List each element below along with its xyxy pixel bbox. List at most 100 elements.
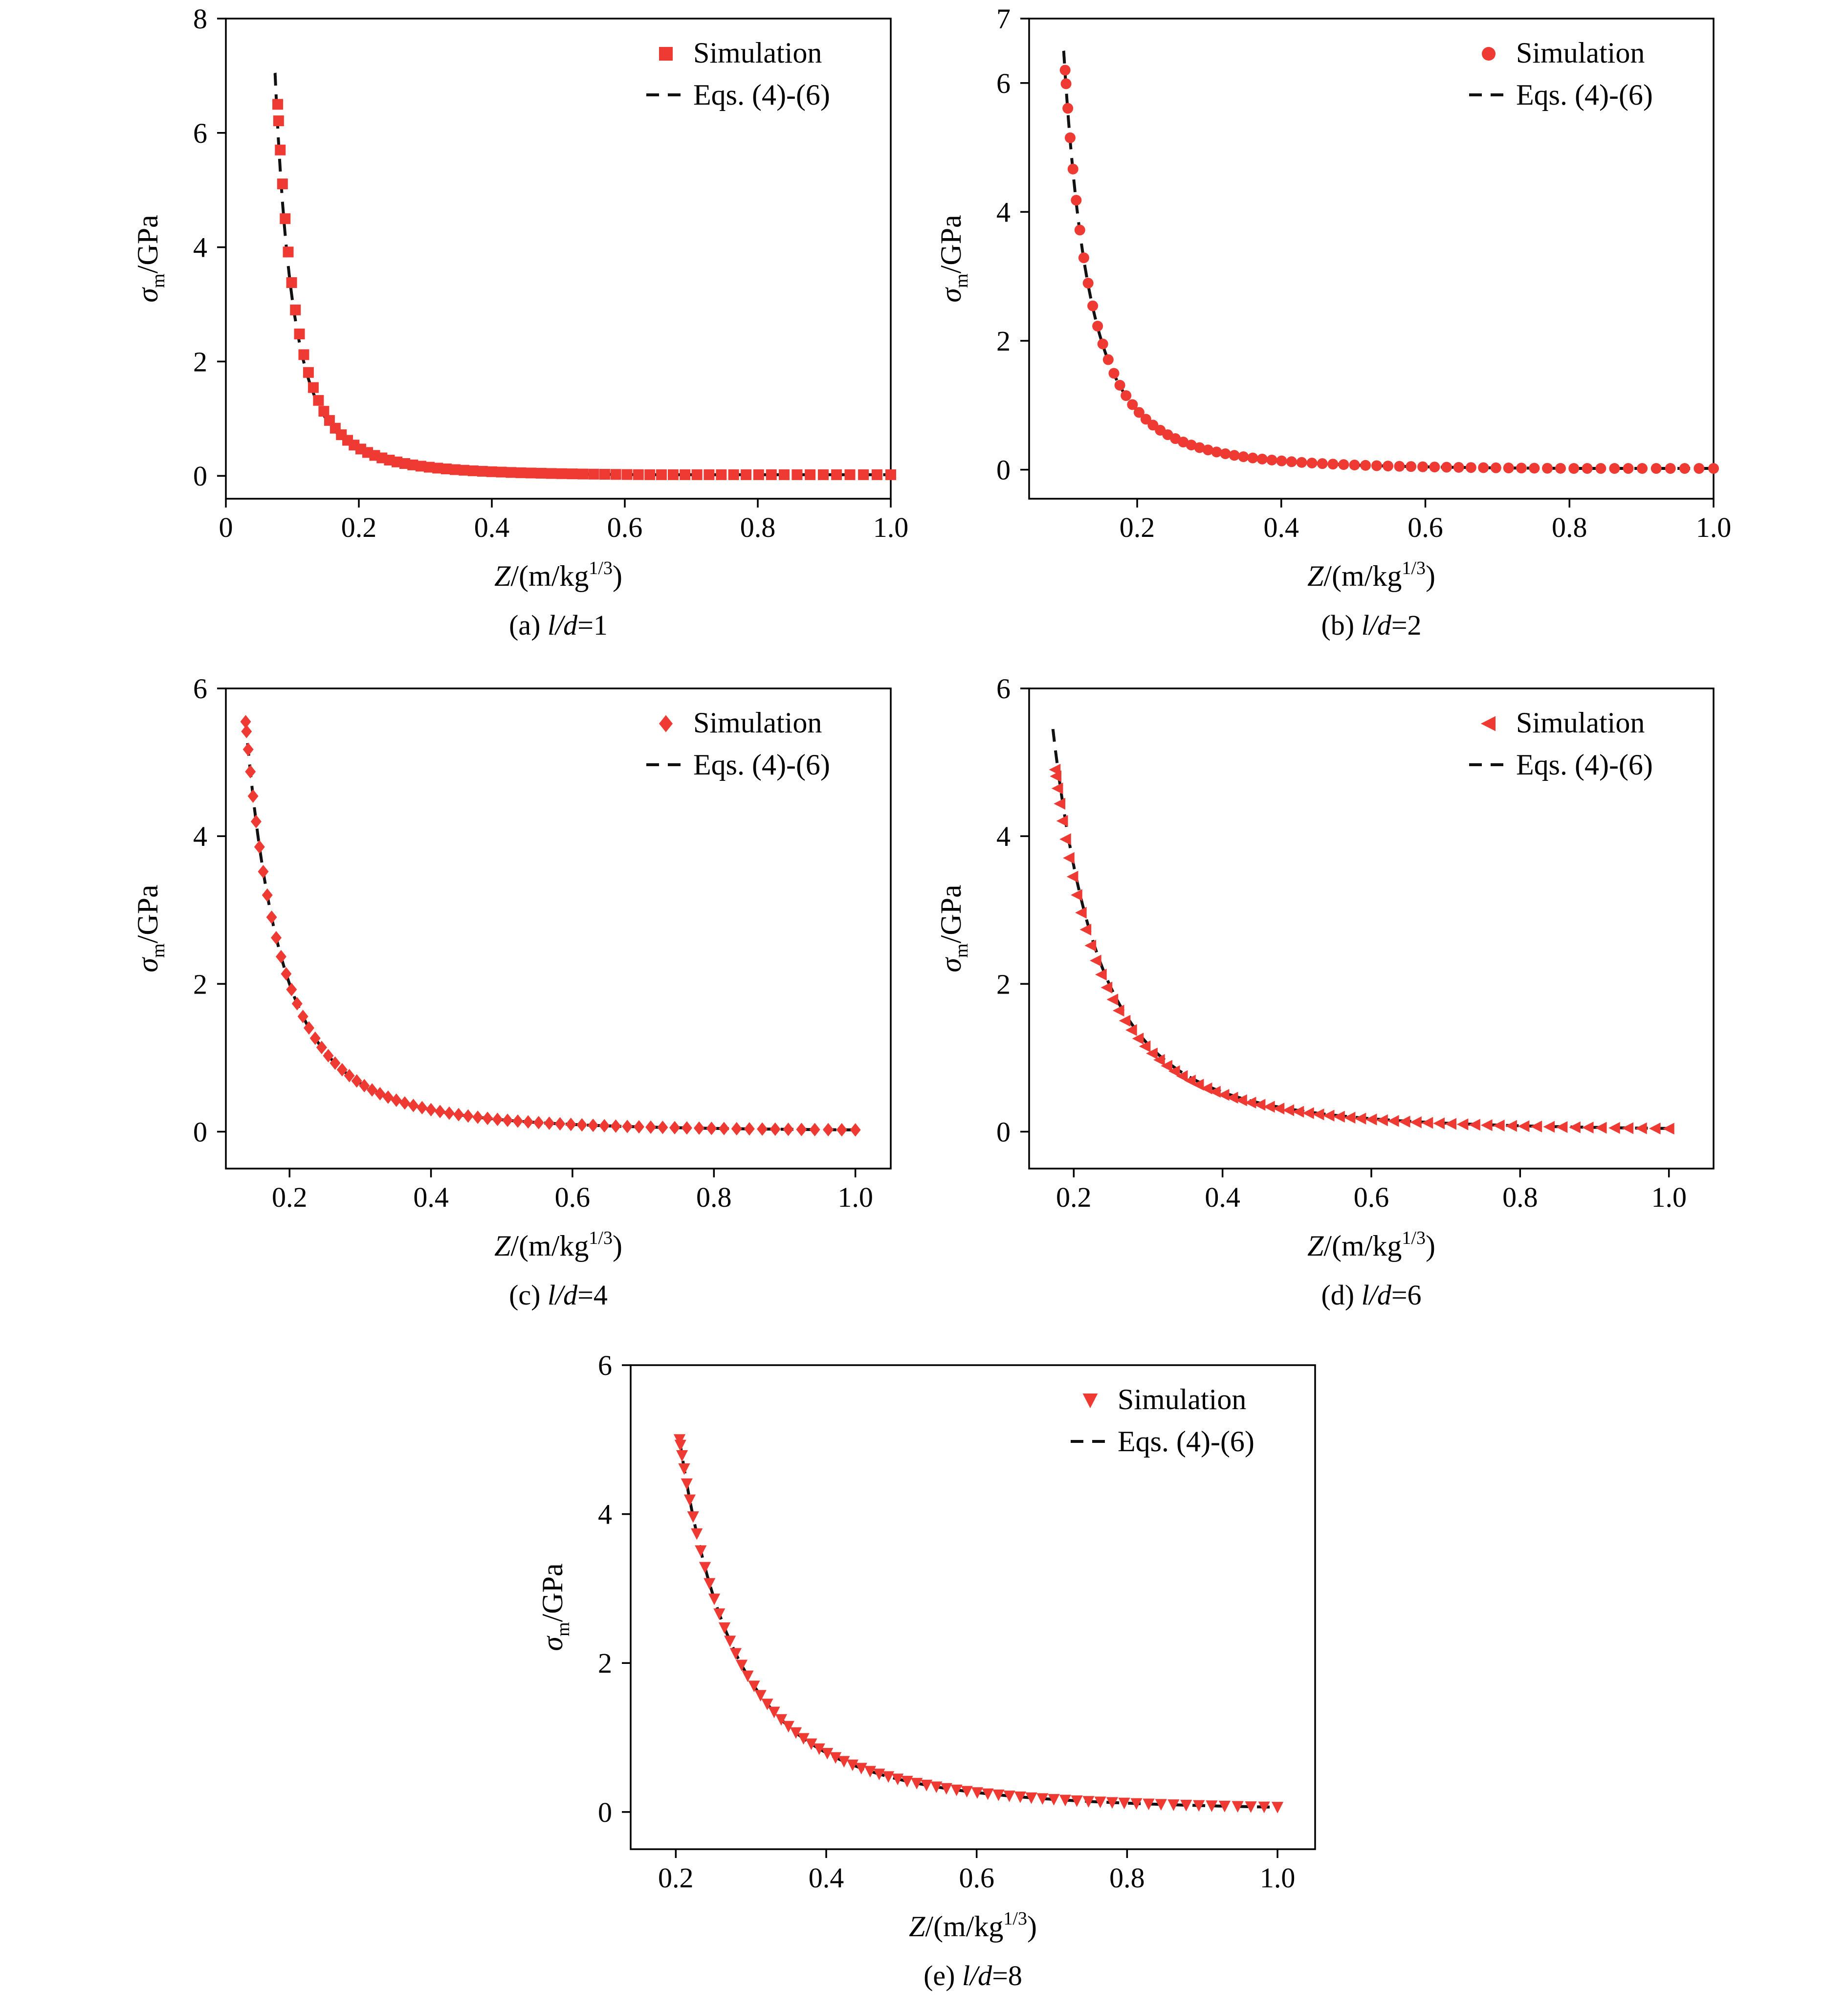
sim-point bbox=[1186, 440, 1197, 451]
sim-point bbox=[716, 469, 727, 480]
y-tick-label: 0 bbox=[193, 1116, 207, 1148]
sim-point bbox=[1635, 1122, 1647, 1134]
sim-point bbox=[459, 465, 470, 476]
sim-point bbox=[1637, 463, 1648, 474]
sim-point bbox=[846, 1759, 858, 1771]
sim-point bbox=[318, 406, 330, 417]
sim-point bbox=[462, 1109, 474, 1123]
sim-point bbox=[775, 1714, 788, 1726]
y-tick-label: 2 bbox=[193, 346, 207, 377]
sim-point bbox=[1453, 462, 1464, 473]
sim-point bbox=[813, 1743, 825, 1755]
x-tick-label: 0.4 bbox=[1205, 1181, 1240, 1213]
sim-point bbox=[1568, 463, 1580, 474]
sim-point bbox=[1266, 454, 1277, 465]
sim-point bbox=[1569, 1121, 1581, 1133]
sim-point bbox=[1082, 278, 1094, 289]
sim-point bbox=[525, 467, 536, 479]
y-tick-label: 6 bbox=[598, 1349, 612, 1381]
legend-label-eqs: Eqs. (4)-(6) bbox=[1118, 1425, 1254, 1458]
legend-marker bbox=[1482, 47, 1496, 61]
legend: Simulation Eqs. (4)-(6) bbox=[1469, 37, 1653, 111]
sim-point bbox=[1244, 1096, 1256, 1109]
sim-point bbox=[415, 461, 426, 472]
sim-point bbox=[472, 1110, 484, 1124]
sim-point bbox=[633, 1120, 644, 1134]
sim-point bbox=[502, 1113, 513, 1127]
sim-point bbox=[729, 1648, 742, 1660]
sim-point bbox=[1245, 1801, 1257, 1813]
sim-point bbox=[695, 1545, 707, 1557]
sim-point bbox=[1066, 870, 1078, 883]
sim-point bbox=[713, 1608, 726, 1620]
y-tick-label: 2 bbox=[598, 1647, 612, 1679]
y-tick-label: 4 bbox=[996, 196, 1011, 228]
y-tick-label: 0 bbox=[996, 454, 1011, 486]
sim-point bbox=[1394, 461, 1405, 472]
sim-point bbox=[1090, 954, 1101, 967]
sim-point bbox=[683, 1494, 696, 1506]
sim-point bbox=[1417, 461, 1429, 472]
sim-point bbox=[610, 1119, 621, 1133]
sim-point bbox=[901, 1775, 913, 1788]
sim-point bbox=[323, 1049, 334, 1062]
sim-point bbox=[588, 1118, 599, 1132]
sim-point bbox=[1036, 1793, 1049, 1805]
y-tick-label: 2 bbox=[996, 325, 1011, 357]
sim-point bbox=[467, 465, 479, 476]
sim-point bbox=[1062, 103, 1074, 114]
legend-label-simulation: Simulation bbox=[1118, 1383, 1246, 1416]
sim-point bbox=[1132, 1033, 1144, 1045]
sim-point bbox=[1406, 461, 1417, 472]
panel-b: 0.2 0.4 0.6 0.8 1.0 0 2 4 6 7 σm/GPa Z/(m/kg1/3) (b)… bbox=[935, 3, 1731, 641]
sim-point bbox=[911, 1778, 923, 1790]
sim-point bbox=[855, 1763, 867, 1775]
sim-point bbox=[1282, 1104, 1295, 1116]
sim-point bbox=[754, 1690, 767, 1702]
sim-point bbox=[1121, 390, 1132, 401]
sim-point bbox=[892, 1773, 904, 1786]
legend-label-simulation: Simulation bbox=[1516, 707, 1645, 739]
y-tick-label: 6 bbox=[996, 673, 1011, 705]
sim-point bbox=[453, 1107, 464, 1122]
sim-point bbox=[971, 1787, 984, 1799]
y-tick-label: 0 bbox=[996, 1116, 1011, 1148]
sim-point bbox=[748, 1681, 760, 1692]
sim-point bbox=[735, 1659, 748, 1672]
sim-point bbox=[544, 1116, 555, 1130]
sim-point bbox=[408, 1099, 419, 1112]
sim-point bbox=[790, 1727, 802, 1739]
sim-point bbox=[336, 1063, 348, 1077]
sim-point bbox=[391, 1093, 402, 1107]
y-tick-label: 4 bbox=[193, 820, 207, 852]
legend: Simulation Eqs. (4)-(6) bbox=[646, 707, 830, 781]
sim-point bbox=[622, 1120, 633, 1133]
sim-point bbox=[1238, 451, 1249, 463]
sim-point bbox=[706, 1121, 717, 1135]
sim-point bbox=[1217, 1089, 1230, 1101]
sim-point bbox=[1542, 463, 1553, 474]
sim-point bbox=[704, 1578, 716, 1590]
y-tick-label: 0 bbox=[598, 1796, 612, 1828]
sim-point bbox=[1079, 924, 1092, 936]
y-tick-label: 6 bbox=[193, 673, 207, 705]
sim-point bbox=[1608, 1122, 1620, 1134]
sim-point bbox=[783, 1122, 794, 1136]
sim-point bbox=[330, 1056, 341, 1070]
sim-point bbox=[757, 1122, 768, 1136]
sim-point bbox=[1106, 994, 1119, 1006]
sim-point bbox=[435, 1105, 446, 1119]
sim-point bbox=[1235, 1094, 1247, 1106]
sim-point bbox=[1071, 195, 1082, 206]
sim-point bbox=[1051, 782, 1063, 795]
sim-point bbox=[921, 1779, 933, 1792]
y-tick-label: 6 bbox=[193, 117, 207, 149]
panel-a: 0 0.2 0.4 0.6 0.8 1.0 0 2 4 6 8 σm/GPa Z/(m/kg1/3) (a… bbox=[132, 3, 908, 641]
sim-point bbox=[940, 1783, 952, 1795]
sim-point bbox=[1206, 1800, 1218, 1812]
x-tick-label: 0.8 bbox=[1109, 1862, 1145, 1894]
fit-curve bbox=[1051, 729, 1669, 1130]
fit-curve bbox=[244, 721, 856, 1131]
simulation-markers bbox=[1059, 65, 1719, 474]
sim-point bbox=[556, 468, 567, 479]
